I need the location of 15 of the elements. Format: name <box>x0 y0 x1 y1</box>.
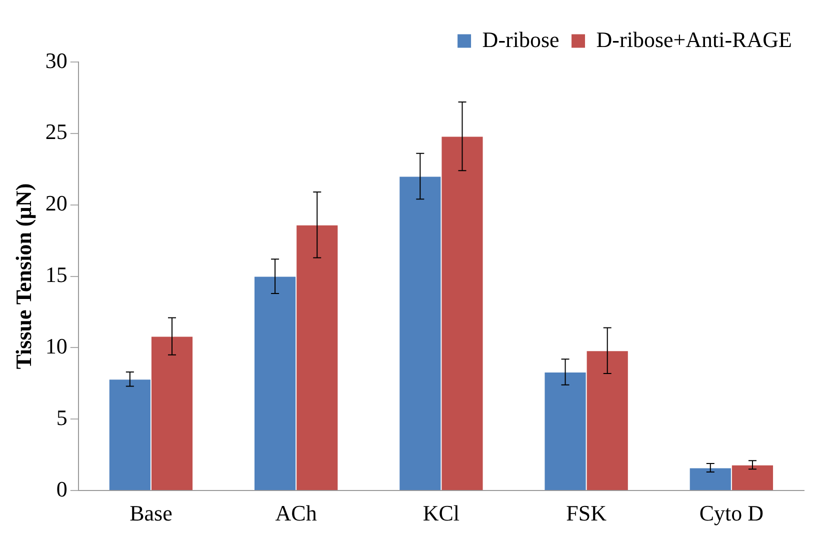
x-tick-label: Base <box>130 500 172 526</box>
x-tick-label: ACh <box>275 500 317 526</box>
legend-label: D-ribose+Anti-RAGE <box>596 26 792 52</box>
y-tick-label: 10 <box>45 334 68 359</box>
y-tick-label: 5 <box>56 404 68 430</box>
y-tick-label: 20 <box>45 190 68 216</box>
y-axis-title: Tissue Tension (µN) <box>10 183 36 370</box>
y-tick-label: 15 <box>45 262 68 288</box>
x-tick-label: KCl <box>422 500 460 526</box>
x-tick-label: FSK <box>566 500 607 526</box>
x-tick-label: Cyto D <box>699 500 764 526</box>
legend-label: D-ribose <box>482 26 560 52</box>
y-tick-label: 30 <box>45 48 68 73</box>
y-tick-label: 25 <box>45 119 68 144</box>
y-tick-label: 0 <box>56 476 68 502</box>
